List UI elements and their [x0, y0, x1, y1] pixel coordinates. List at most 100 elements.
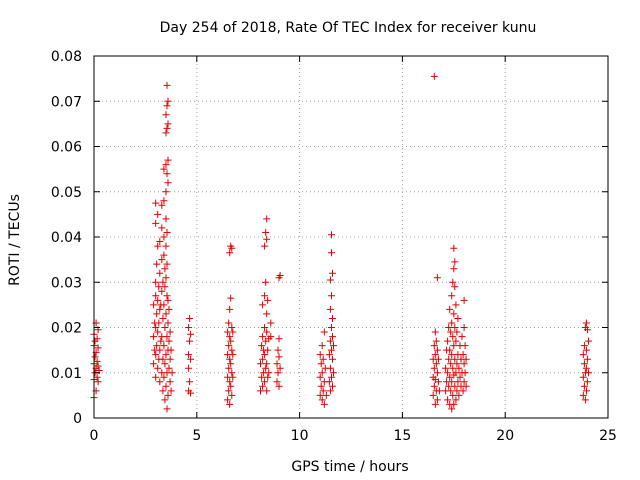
- data-point: [164, 296, 172, 304]
- data-point: [262, 278, 270, 286]
- data-point: [450, 310, 458, 318]
- data-point: [446, 373, 454, 381]
- data-point: [164, 179, 172, 187]
- data-point: [228, 324, 236, 331]
- data-point: [460, 324, 468, 331]
- y-tick-label: 0.01: [51, 366, 82, 382]
- data-point: [582, 364, 590, 372]
- data-point: [162, 129, 170, 137]
- y-tick-label: 0.08: [51, 49, 82, 65]
- data-point: [433, 369, 441, 377]
- y-tick-label: 0.03: [51, 275, 82, 291]
- data-point: [163, 81, 171, 89]
- data-point: [448, 292, 456, 300]
- data-point: [152, 292, 160, 300]
- data-point: [447, 328, 455, 336]
- data-point: [159, 355, 167, 363]
- data-point: [446, 346, 454, 354]
- data-point: [263, 215, 271, 223]
- data-point: [261, 242, 269, 250]
- data-point: [259, 333, 267, 341]
- data-point: [150, 360, 158, 368]
- data-point: [450, 265, 458, 273]
- data-point: [451, 283, 459, 291]
- data-point: [454, 378, 462, 386]
- data-point: [259, 301, 267, 309]
- data-point: [326, 364, 334, 372]
- data-point: [316, 351, 324, 359]
- data-point: [226, 355, 234, 363]
- data-point: [456, 373, 464, 381]
- data-point: [162, 310, 170, 318]
- data-point: [433, 396, 441, 404]
- data-point: [430, 72, 438, 80]
- data-point: [160, 373, 168, 381]
- data-point: [579, 373, 587, 381]
- data-point: [319, 387, 327, 395]
- data-point: [580, 342, 588, 350]
- data-point: [326, 337, 334, 345]
- axis-ticks: [93, 55, 609, 419]
- data-point: [444, 337, 452, 345]
- data-point: [229, 373, 237, 381]
- data-point: [448, 405, 456, 413]
- data-point: [226, 249, 234, 257]
- data-point: [319, 355, 327, 363]
- data-point: [582, 387, 590, 395]
- data-point: [94, 378, 102, 386]
- data-point: [273, 360, 281, 368]
- data-point: [153, 310, 161, 318]
- data-point: [165, 305, 173, 313]
- data-point: [158, 201, 166, 209]
- data-point: [275, 353, 283, 361]
- data-point: [264, 296, 272, 304]
- data-point: [162, 242, 170, 250]
- data-point: [94, 362, 102, 370]
- data-point: [160, 197, 168, 205]
- data-point: [185, 324, 193, 331]
- data-point: [227, 382, 235, 390]
- data-point: [317, 360, 325, 368]
- data-point: [432, 337, 440, 345]
- data-point: [161, 360, 169, 368]
- data-point: [162, 215, 170, 223]
- data-point: [320, 328, 328, 336]
- data-point: [444, 396, 452, 404]
- data-point: [153, 342, 161, 350]
- data-point: [460, 378, 468, 386]
- data-point: [326, 276, 334, 284]
- data-point: [160, 165, 168, 173]
- data-point: [329, 355, 336, 363]
- data-point: [154, 296, 162, 304]
- data-point: [320, 400, 328, 408]
- data-point: [227, 337, 235, 345]
- data-point: [258, 373, 266, 381]
- data-point: [445, 355, 453, 363]
- data-point: [434, 378, 442, 386]
- data-point: [187, 355, 195, 363]
- data-point: [452, 301, 460, 309]
- data-point: [225, 319, 233, 327]
- data-point: [154, 328, 162, 336]
- data-point: [276, 364, 284, 372]
- data-point: [163, 170, 171, 178]
- data-point: [152, 219, 160, 227]
- data-point: [328, 231, 335, 239]
- y-tick-labels: 0 0.01 0.02 0.03 0.04 0.05 0.06 0.07 0.08: [51, 49, 82, 427]
- data-point: [264, 346, 272, 354]
- data-point: [583, 355, 591, 363]
- data-point: [267, 333, 275, 341]
- data-point: [163, 124, 171, 132]
- data-point: [451, 355, 459, 363]
- data-point: [225, 387, 233, 395]
- data-point: [459, 351, 467, 359]
- data-point: [261, 292, 269, 300]
- data-point: [273, 378, 281, 386]
- x-tick-label: 0: [90, 428, 99, 444]
- data-point: [263, 387, 271, 395]
- data-point: [156, 346, 164, 354]
- x-tick-label: 20: [496, 428, 514, 444]
- data-point: [431, 400, 439, 408]
- data-point: [430, 364, 438, 372]
- data-point: [167, 346, 175, 354]
